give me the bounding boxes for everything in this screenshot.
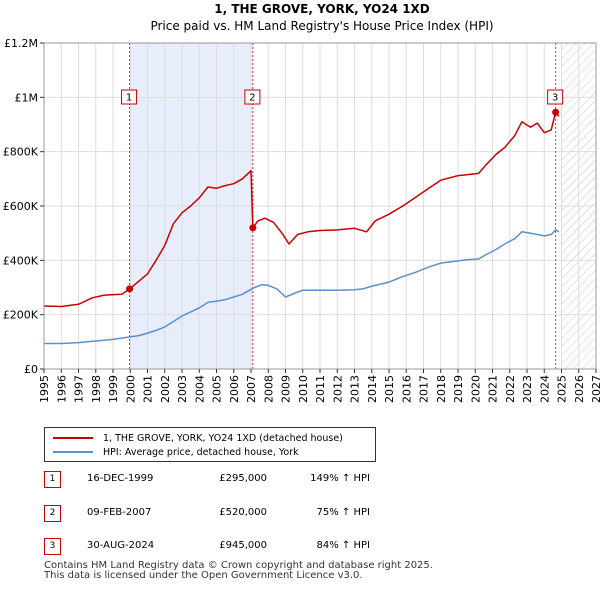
x-tick-label: 2016 xyxy=(400,375,413,403)
price-chart: 1, THE GROVE, YORK, YO24 1XD Price paid … xyxy=(3,2,600,403)
x-tick-label: 2010 xyxy=(297,375,310,403)
x-tick-label: 2027 xyxy=(590,375,600,403)
x-tick-label: 2014 xyxy=(366,375,379,403)
x-tick-label: 2018 xyxy=(435,375,448,403)
x-tick-label: 2003 xyxy=(176,375,189,403)
y-tick-label: £600K xyxy=(3,200,39,213)
sale-label: 1 xyxy=(126,93,132,104)
sale-date: 30-AUG-2024 xyxy=(87,540,155,551)
y-tick-label: £0 xyxy=(24,363,38,376)
x-tick-label: 2011 xyxy=(314,375,327,403)
x-tick-label: 2000 xyxy=(124,375,137,403)
x-tick-label: 1997 xyxy=(73,375,86,403)
x-tick-label: 2015 xyxy=(383,375,396,403)
footer-licence: This data is licensed under the Open Gov… xyxy=(44,570,363,581)
sale-number-badge: 2 xyxy=(44,505,61,522)
legend-line-icon xyxy=(53,437,93,439)
footer: Contains HM Land Registry data © Crown c… xyxy=(44,561,433,581)
sale-point xyxy=(126,285,134,293)
x-tick-label: 2009 xyxy=(280,375,293,403)
footer-copyright: Contains HM Land Registry data © Crown c… xyxy=(44,560,433,571)
y-tick-label: £1.2M xyxy=(4,37,38,50)
legend-line-icon xyxy=(53,451,93,453)
legend-label-hpi: HPI: Average price, detached house, York xyxy=(103,446,299,458)
sale-label-box xyxy=(547,89,564,105)
sale-label: 2 xyxy=(249,93,255,104)
sale-row: 1 16-DEC-1999 £295,000 149% ↑ HPI xyxy=(44,471,424,488)
y-tick-label: £400K xyxy=(3,254,39,267)
chart-title: 1, THE GROVE, YORK, YO24 1XD xyxy=(214,2,430,16)
sale-price: £295,000 xyxy=(219,473,267,484)
sale-price: £945,000 xyxy=(219,540,267,551)
x-tick-label: 2008 xyxy=(262,375,275,403)
y-tick-label: £200K xyxy=(3,309,39,322)
sale-date: 16-DEC-1999 xyxy=(87,473,154,484)
x-tick-label: 1999 xyxy=(107,375,120,403)
sale-hpi-change: 149% ↑ HPI xyxy=(310,473,370,484)
x-tick-label: 2012 xyxy=(331,375,344,403)
x-tick-label: 1996 xyxy=(55,375,68,403)
sale-row: 3 30-AUG-2024 £945,000 84% ↑ HPI xyxy=(44,538,424,555)
x-tick-label: 2025 xyxy=(556,375,569,403)
legend-item-hpi: HPI: Average price, detached house, York xyxy=(53,445,299,459)
sale-hpi-change: 75% ↑ HPI xyxy=(316,507,370,518)
x-tick-label: 2001 xyxy=(142,375,155,403)
x-tick-label: 2020 xyxy=(469,375,482,403)
x-tick-label: 2019 xyxy=(452,375,465,403)
sale-number-badge: 1 xyxy=(44,471,61,488)
x-tick-label: 2005 xyxy=(211,375,224,403)
sale-label-box xyxy=(121,89,138,105)
sale-row: 2 09-FEB-2007 £520,000 75% ↑ HPI xyxy=(44,505,424,522)
x-tick-label: 2004 xyxy=(193,375,206,403)
series-line-hpi xyxy=(44,229,560,345)
series-line-property xyxy=(43,111,560,308)
x-tick-label: 2021 xyxy=(487,375,500,403)
sale-number-badge: 3 xyxy=(44,538,61,555)
chart-subtitle: Price paid vs. HM Land Registry's House … xyxy=(150,19,493,33)
sale-hpi-change: 84% ↑ HPI xyxy=(316,540,370,551)
sale-label: 3 xyxy=(552,93,558,104)
x-tick-label: 2026 xyxy=(573,375,586,403)
x-tick-label: 2023 xyxy=(521,375,534,403)
x-tick-label: 2013 xyxy=(349,375,362,403)
x-tick-label: 2017 xyxy=(418,375,431,403)
y-tick-label: £1M xyxy=(15,91,39,104)
x-tick-label: 1998 xyxy=(90,375,103,403)
x-tick-label: 2024 xyxy=(538,375,551,403)
sale-price: £520,000 xyxy=(219,507,267,518)
x-tick-label: 1995 xyxy=(38,375,51,403)
y-tick-label: £800K xyxy=(3,146,39,159)
sale-point xyxy=(249,224,257,232)
legend: 1, THE GROVE, YORK, YO24 1XD (detached h… xyxy=(44,427,376,462)
legend-item-property: 1, THE GROVE, YORK, YO24 1XD (detached h… xyxy=(53,431,343,445)
sale-point xyxy=(552,108,560,116)
legend-label-property: 1, THE GROVE, YORK, YO24 1XD (detached h… xyxy=(103,432,343,444)
x-tick-label: 2002 xyxy=(159,375,172,403)
x-tick-label: 2022 xyxy=(504,375,517,403)
x-tick-label: 2007 xyxy=(245,375,258,403)
sale-date: 09-FEB-2007 xyxy=(87,507,152,518)
x-tick-label: 2006 xyxy=(228,375,241,403)
sale-label-box xyxy=(244,89,261,105)
